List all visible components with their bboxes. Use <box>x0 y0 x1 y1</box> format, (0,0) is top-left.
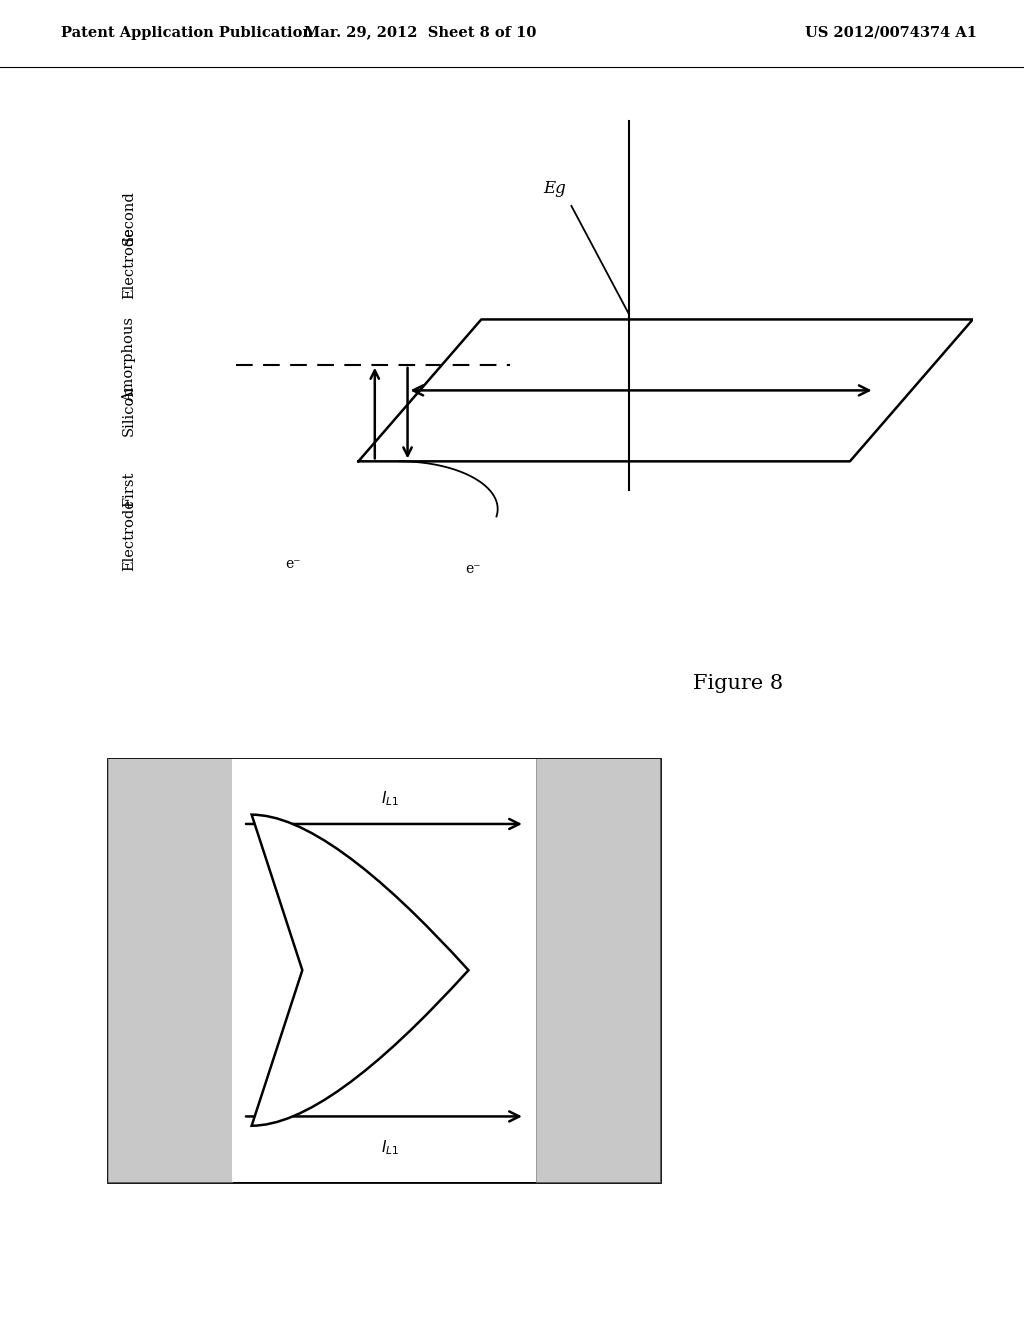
Text: Mar. 29, 2012  Sheet 8 of 10: Mar. 29, 2012 Sheet 8 of 10 <box>304 25 536 40</box>
Bar <box>537 759 660 1181</box>
Text: $I_{L1}$: $I_{L1}$ <box>381 1138 398 1156</box>
Text: Second: Second <box>122 190 136 244</box>
Text: First: First <box>122 473 136 507</box>
Text: e⁻: e⁻ <box>285 557 301 570</box>
Text: Patent Application Publication: Patent Application Publication <box>61 25 313 40</box>
Text: Figure 8: Figure 8 <box>693 673 783 693</box>
Text: Electrode: Electrode <box>122 499 136 572</box>
Bar <box>231 759 537 1181</box>
Text: $I_{L1}$: $I_{L1}$ <box>381 789 398 808</box>
Text: Amorphous: Amorphous <box>122 317 136 401</box>
Text: Electrode: Electrode <box>122 227 136 298</box>
PathPatch shape <box>252 814 469 1126</box>
Text: US 2012/0074374 A1: US 2012/0074374 A1 <box>805 25 977 40</box>
Text: e⁻: e⁻ <box>465 562 481 577</box>
Text: Silicon: Silicon <box>122 385 136 436</box>
Bar <box>109 759 232 1181</box>
Text: Eg: Eg <box>544 181 566 198</box>
